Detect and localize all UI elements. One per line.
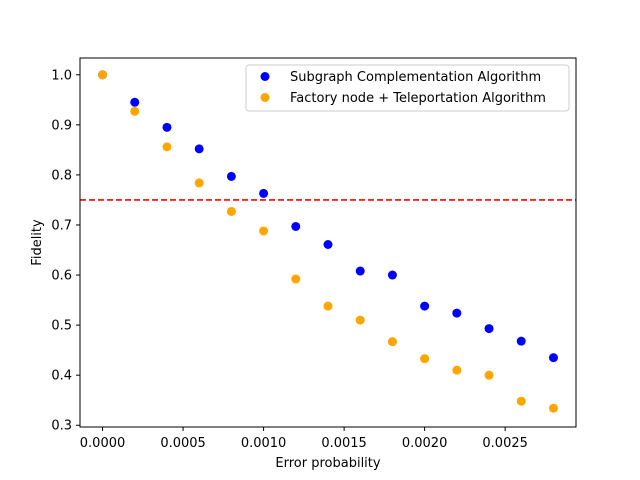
subgraph-point <box>162 122 172 132</box>
x-tick-label: 0.0015 <box>321 436 367 451</box>
x-tick-label: 0.0025 <box>482 436 528 451</box>
factory-point <box>484 370 494 380</box>
subgraph-point <box>194 144 204 154</box>
subgraph-point <box>420 301 430 311</box>
subgraph-point <box>516 336 526 346</box>
factory-point <box>548 403 558 413</box>
factory-point <box>98 70 108 80</box>
legend-marker-subgraph <box>260 72 270 81</box>
legend-box <box>245 64 570 112</box>
y-tick-label: 0.9 <box>51 118 72 133</box>
x-tick-label: 0.0010 <box>241 436 287 451</box>
legend: Subgraph Complementation Algorithm Facto… <box>245 64 570 112</box>
factory-point <box>162 142 172 152</box>
factory-point <box>420 354 430 364</box>
y-tick-label: 0.6 <box>51 269 72 284</box>
legend-label-factory: Factory node + Teleportation Algorithm <box>290 91 546 106</box>
x-tick-label: 0.0020 <box>402 436 448 451</box>
subgraph-point <box>291 221 301 231</box>
factory-point <box>130 106 140 116</box>
x-tick-label: 0.0005 <box>160 436 206 451</box>
subgraph-point <box>259 188 269 198</box>
factory-point <box>452 365 462 375</box>
subgraph-point <box>387 270 397 280</box>
subgraph-point <box>484 324 494 334</box>
legend-marker-factory <box>260 93 270 102</box>
x-axis-label: Error probability <box>275 456 380 471</box>
subgraph-point <box>323 240 333 250</box>
factory-point <box>291 274 301 284</box>
y-axis-label: Fidelity <box>30 219 45 266</box>
axis-ticks: 0.0000 0.0005 0.0010 0.0015 0.0020 0.0025 0.3 0… <box>51 68 528 451</box>
y-tick-label: 0.4 <box>51 369 72 384</box>
subgraph-point <box>548 353 558 363</box>
factory-point <box>194 178 204 188</box>
axes-frame <box>79 57 577 428</box>
factory-point <box>259 226 269 236</box>
y-tick-label: 1.0 <box>51 68 72 83</box>
subgraph-point <box>355 266 365 276</box>
factory-point <box>516 396 526 406</box>
y-tick-label: 0.3 <box>51 419 72 434</box>
y-tick-label: 0.8 <box>51 168 72 183</box>
x-tick-label: 0.0000 <box>80 436 126 451</box>
subgraph-point <box>226 171 236 181</box>
plot-area <box>80 70 576 413</box>
subgraph-point <box>452 308 462 318</box>
y-tick-label: 0.7 <box>51 218 72 233</box>
y-tick-label: 0.5 <box>51 319 72 334</box>
factory-point <box>323 301 333 311</box>
factory-point <box>226 206 236 216</box>
legend-label-subgraph: Subgraph Complementation Algorithm <box>290 70 541 85</box>
factory-point <box>355 315 365 325</box>
factory-point <box>387 337 397 347</box>
subgraph-point <box>130 97 140 107</box>
